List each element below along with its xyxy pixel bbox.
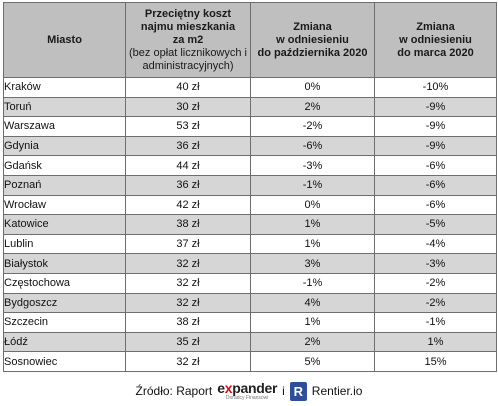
city-cell: Warszawa bbox=[3, 116, 126, 137]
march-change-cell: -9% bbox=[374, 116, 497, 137]
city-cell: Lublin bbox=[3, 233, 126, 255]
source-conjunction: i bbox=[282, 384, 285, 398]
table-row: Bydgoszcz 32 zł 4% -2% bbox=[3, 292, 497, 314]
october-change-cell: 0% bbox=[250, 194, 375, 216]
expander-tagline: Doradcy Finansowi bbox=[225, 394, 269, 401]
city-cell: Toruń bbox=[3, 96, 126, 118]
october-change-cell: -1% bbox=[250, 272, 375, 294]
cost-cell: 32 zł bbox=[125, 351, 251, 372]
october-change-cell: -1% bbox=[250, 174, 375, 196]
city-cell: Gdynia bbox=[3, 135, 126, 157]
cost-cell: 44 zł bbox=[125, 155, 251, 176]
cost-cell: 37 zł bbox=[125, 233, 251, 255]
city-cell: Częstochowa bbox=[3, 272, 126, 294]
table-row: Szczecin 38 zł 1% -1% bbox=[3, 312, 497, 333]
city-cell: Kraków bbox=[3, 77, 126, 98]
cost-cell: 40 zł bbox=[125, 77, 251, 98]
march-change-cell: 1% bbox=[374, 331, 497, 353]
october-change-cell: 2% bbox=[250, 331, 375, 353]
city-cell: Wrocław bbox=[3, 194, 126, 216]
march-change-cell: -5% bbox=[374, 214, 497, 235]
city-cell: Poznań bbox=[3, 174, 126, 196]
table-row: Poznań 36 zł -1% -6% bbox=[3, 174, 497, 196]
city-cell: Białystok bbox=[3, 253, 126, 274]
march-change-cell: -3% bbox=[374, 253, 497, 274]
table-row: Gdynia 36 zł -6% -9% bbox=[3, 135, 497, 157]
source-footer: Źródło: Raport expander Doradcy Finansow… bbox=[0, 376, 498, 406]
march-change-cell: -6% bbox=[374, 174, 497, 196]
march-change-cell: -9% bbox=[374, 96, 497, 118]
october-change-cell: 5% bbox=[250, 351, 375, 372]
table-row: Kraków 40 zł 0% -10% bbox=[3, 77, 497, 98]
cost-cell: 30 zł bbox=[125, 96, 251, 118]
cost-cell: 38 zł bbox=[125, 312, 251, 333]
city-cell: Gdańsk bbox=[3, 155, 126, 176]
header-change-october: Zmiana w odniesieniu do października 202… bbox=[250, 2, 375, 78]
october-change-cell: -3% bbox=[250, 155, 375, 176]
rentier-name: Rentier.io bbox=[311, 384, 363, 398]
october-change-cell: 1% bbox=[250, 233, 375, 255]
cost-cell: 32 zł bbox=[125, 253, 251, 274]
table-row: Białystok 32 zł 3% -3% bbox=[3, 253, 497, 274]
october-change-cell: -6% bbox=[250, 135, 375, 157]
header-average-cost: Przeciętny koszt najmu mieszkania za m2 … bbox=[125, 2, 251, 78]
march-change-cell: -10% bbox=[374, 77, 497, 98]
city-cell: Katowice bbox=[3, 214, 126, 235]
cost-cell: 32 zł bbox=[125, 272, 251, 294]
expander-logo: expander Doradcy Finansowi bbox=[217, 379, 278, 401]
table-row: Warszawa 53 zł -2% -9% bbox=[3, 116, 497, 137]
table-row: Katowice 38 zł 1% -5% bbox=[3, 214, 497, 235]
october-change-cell: 4% bbox=[250, 292, 375, 314]
cost-cell: 36 zł bbox=[125, 174, 251, 196]
city-cell: Bydgoszcz bbox=[3, 292, 126, 314]
rent-cost-table: Miasto Przeciętny koszt najmu mieszkania… bbox=[3, 2, 497, 372]
header-city: Miasto bbox=[3, 2, 126, 78]
header-cost-note: (bez opłat licznikowych i administracyjny… bbox=[129, 46, 247, 72]
march-change-cell: -6% bbox=[374, 155, 497, 176]
source-label: Źródło: Raport bbox=[135, 384, 213, 398]
city-cell: Sosnowiec bbox=[3, 351, 126, 372]
cost-cell: 32 zł bbox=[125, 292, 251, 314]
cost-cell: 35 zł bbox=[125, 331, 251, 353]
city-cell: Szczecin bbox=[3, 312, 126, 333]
october-change-cell: 3% bbox=[250, 253, 375, 274]
table-row: Łódź 35 zł 2% 1% bbox=[3, 331, 497, 353]
cost-cell: 53 zł bbox=[125, 116, 251, 137]
rentier-logo-icon: R bbox=[289, 381, 307, 401]
october-change-cell: 0% bbox=[250, 77, 375, 98]
table-row: Toruń 30 zł 2% -9% bbox=[3, 96, 497, 118]
table-row: Lublin 37 zł 1% -4% bbox=[3, 233, 497, 255]
cost-cell: 36 zł bbox=[125, 135, 251, 157]
city-cell: Łódź bbox=[3, 331, 126, 353]
march-change-cell: -2% bbox=[374, 272, 497, 294]
table-header-row: Miasto Przeciętny koszt najmu mieszkania… bbox=[3, 2, 497, 78]
october-change-cell: 2% bbox=[250, 96, 375, 118]
october-change-cell: 1% bbox=[250, 312, 375, 333]
header-change-march: Zmiana w odniesieniu do marca 2020 bbox=[374, 2, 497, 78]
october-change-cell: 1% bbox=[250, 214, 375, 235]
table-row: Gdańsk 44 zł -3% -6% bbox=[3, 155, 497, 176]
march-change-cell: -6% bbox=[374, 194, 497, 216]
cost-cell: 42 zł bbox=[125, 194, 251, 216]
cost-cell: 38 zł bbox=[125, 214, 251, 235]
march-change-cell: -4% bbox=[374, 233, 497, 255]
table-row: Częstochowa 32 zł -1% -2% bbox=[3, 272, 497, 294]
march-change-cell: -1% bbox=[374, 312, 497, 333]
table-row: Sosnowiec 32 zł 5% 15% bbox=[3, 351, 497, 372]
march-change-cell: -9% bbox=[374, 135, 497, 157]
march-change-cell: 15% bbox=[374, 351, 497, 372]
table-row: Wrocław 42 zł 0% -6% bbox=[3, 194, 497, 216]
october-change-cell: -2% bbox=[250, 116, 375, 137]
march-change-cell: -2% bbox=[374, 292, 497, 314]
